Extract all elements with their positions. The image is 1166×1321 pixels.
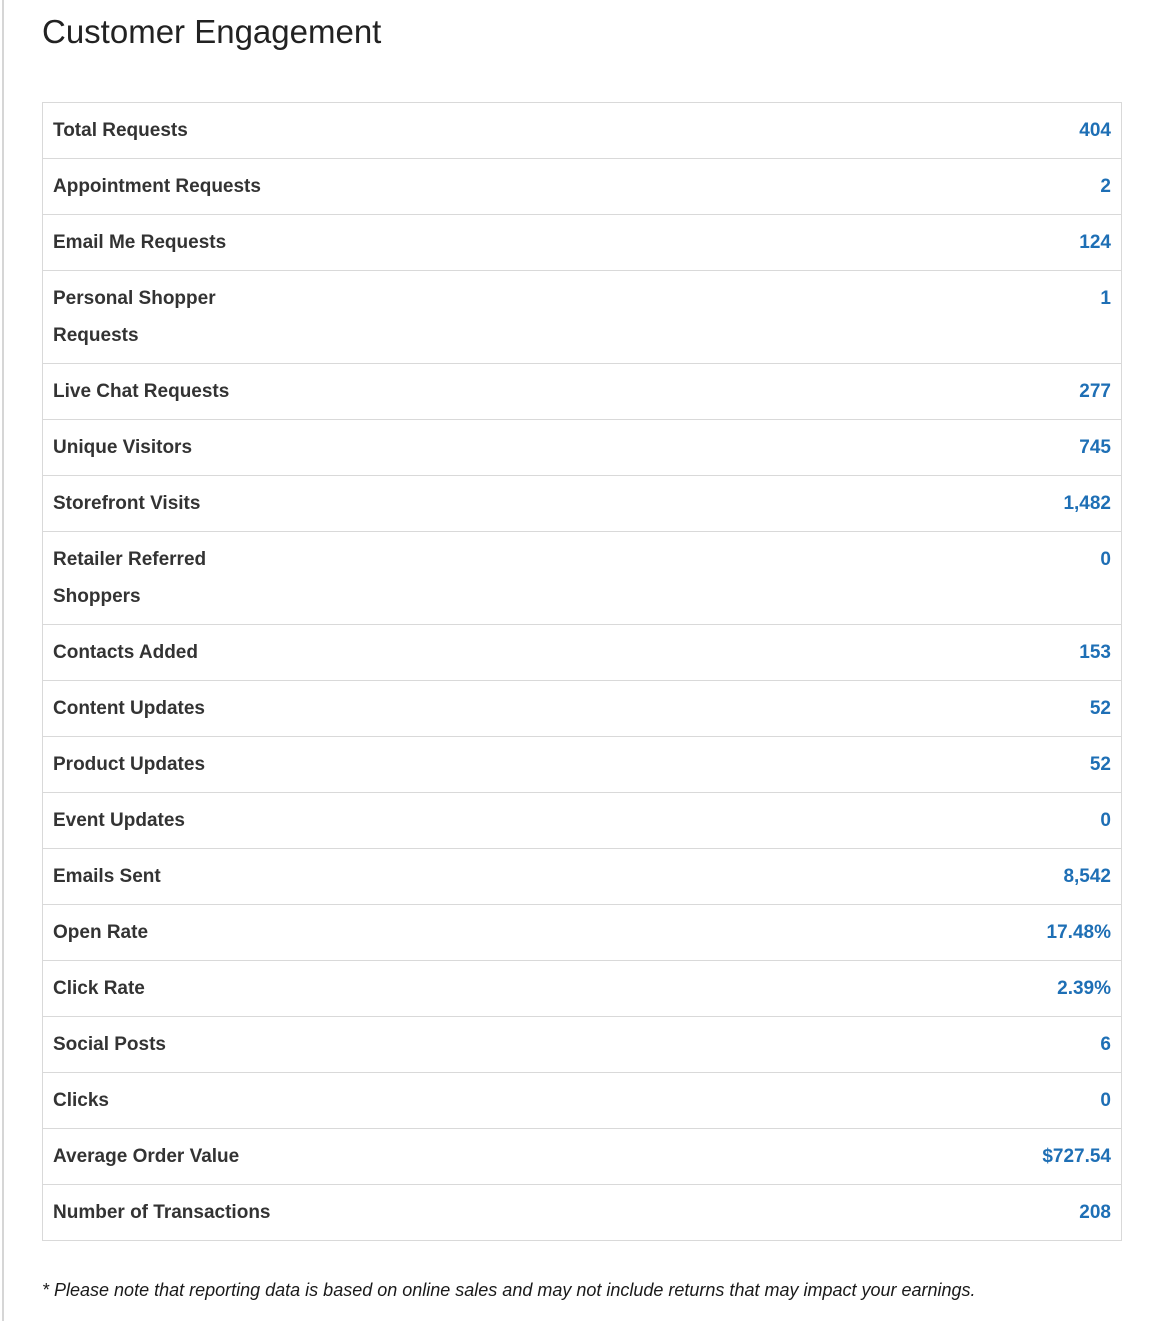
metric-label: Unique Visitors <box>53 437 193 458</box>
metric-label: Contacts Added <box>53 642 198 663</box>
metric-label: Emails Sent <box>53 866 161 887</box>
table-row: Open Rate 17.48% <box>42 904 1122 961</box>
metric-value: 0 <box>1100 1090 1111 1111</box>
metric-label: Open Rate <box>53 922 149 943</box>
metric-value: 1 <box>1100 288 1111 309</box>
metric-value: 17.48% <box>1046 922 1111 943</box>
table-row: Storefront Visits 1,482 <box>42 475 1122 532</box>
metric-label: Clicks <box>53 1090 109 1111</box>
table-row: Total Requests 404 <box>42 102 1122 159</box>
table-row: Live Chat Requests 277 <box>42 363 1122 420</box>
table-row: Unique Visitors 745 <box>42 419 1122 476</box>
metric-value: 2.39% <box>1057 978 1111 999</box>
metric-label: Product Updates <box>53 754 206 775</box>
metric-value: 8,542 <box>1063 866 1111 887</box>
table-row: Retailer Referred Shoppers 0 <box>42 531 1122 625</box>
metric-label: Storefront Visits <box>53 493 201 514</box>
metric-value: 6 <box>1100 1034 1111 1055</box>
table-row: Emails Sent 8,542 <box>42 848 1122 905</box>
metric-value: 404 <box>1079 120 1111 141</box>
table-row: Click Rate 2.39% <box>42 960 1122 1017</box>
metric-label: Number of Transactions <box>53 1202 271 1223</box>
metric-label: Email Me Requests <box>53 232 227 253</box>
metric-value: 1,482 <box>1063 493 1111 514</box>
table-row: Personal Shopper Requests 1 <box>42 270 1122 364</box>
table-row: Email Me Requests 124 <box>42 214 1122 271</box>
table-row: Average Order Value $727.54 <box>42 1128 1122 1185</box>
metric-label: Average Order Value <box>53 1146 240 1167</box>
metric-label: Retailer Referred Shoppers <box>53 549 207 607</box>
metric-label: Live Chat Requests <box>53 381 230 402</box>
metric-value: 52 <box>1089 698 1111 719</box>
metrics-table-body: Total Requests 404 Appointment Requests … <box>42 102 1122 1241</box>
customer-engagement-table: Total Requests 404 Appointment Requests … <box>42 102 1122 1241</box>
metric-value: 124 <box>1079 232 1111 253</box>
metric-label: Total Requests <box>53 120 188 141</box>
metric-value: 0 <box>1100 810 1111 831</box>
table-row: Content Updates 52 <box>42 680 1122 737</box>
metric-value: 745 <box>1079 437 1111 458</box>
metric-label: Event Updates <box>53 810 185 831</box>
metric-value: $727.54 <box>1042 1146 1111 1167</box>
metric-value: 208 <box>1079 1202 1111 1223</box>
metric-label: Appointment Requests <box>53 176 261 197</box>
page-title: Customer Engagement <box>42 13 382 50</box>
metric-value: 277 <box>1079 381 1111 402</box>
metric-label: Personal Shopper Requests <box>53 288 216 346</box>
table-row: Clicks 0 <box>42 1072 1122 1129</box>
footnote: * Please note that reporting data is bas… <box>42 1280 976 1300</box>
page-left-divider <box>2 0 4 1321</box>
metric-label: Click Rate <box>53 978 145 999</box>
table-row: Event Updates 0 <box>42 792 1122 849</box>
table-row: Social Posts 6 <box>42 1016 1122 1073</box>
table-row: Number of Transactions 208 <box>42 1184 1122 1241</box>
table-row: Contacts Added 153 <box>42 624 1122 681</box>
table-row: Product Updates 52 <box>42 736 1122 793</box>
metric-value: 0 <box>1100 549 1111 570</box>
metric-label: Content Updates <box>53 698 205 719</box>
metric-value: 52 <box>1089 754 1111 775</box>
metric-label: Social Posts <box>53 1034 166 1055</box>
metric-value: 153 <box>1079 642 1111 663</box>
metric-value: 2 <box>1100 176 1111 197</box>
table-row: Appointment Requests 2 <box>42 158 1122 215</box>
